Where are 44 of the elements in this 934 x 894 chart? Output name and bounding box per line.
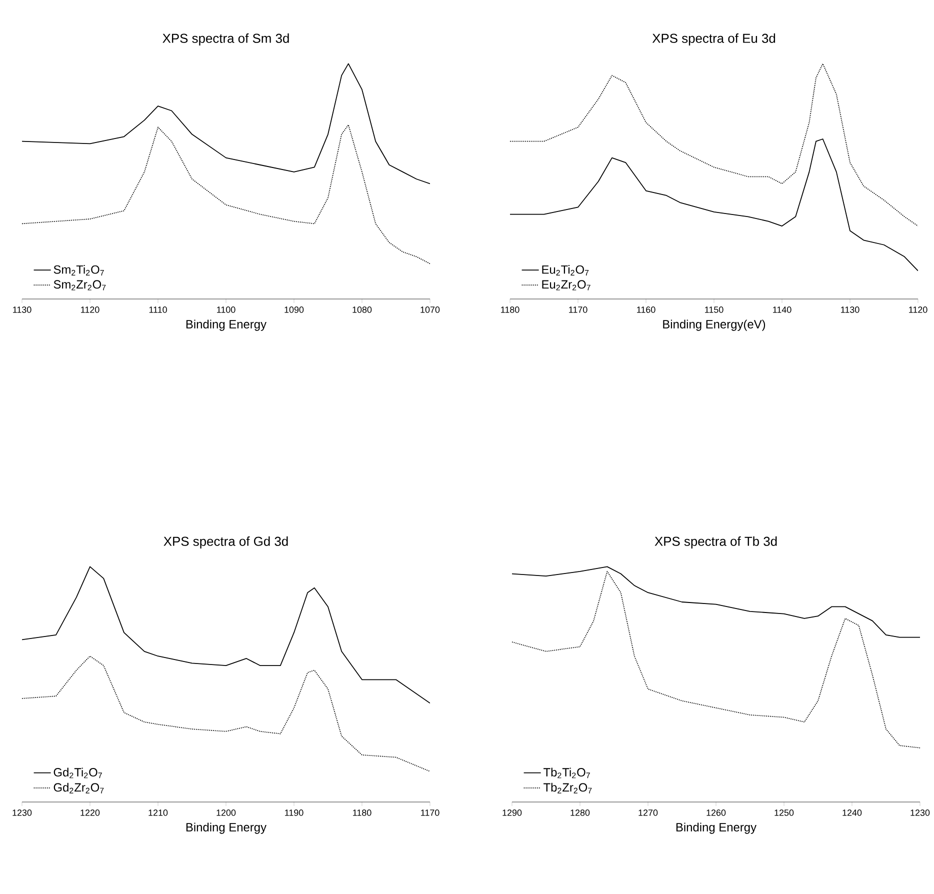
x-tick-label: 1170 xyxy=(421,810,440,816)
x-axis-title: Binding Energy xyxy=(676,822,756,834)
chart-title: XPS spectra of Eu 3d xyxy=(652,33,776,46)
x-tick-label: 1240 xyxy=(842,810,862,816)
x-tick-label: 1110 xyxy=(149,306,167,313)
legend-label: Eu$_{2}$Zr$_{2}$O$_{7}$ xyxy=(542,280,590,290)
x-tick-label: 1220 xyxy=(80,810,100,816)
x-tick-label: 1260 xyxy=(706,810,726,816)
x-tick-label: 1210 xyxy=(148,810,168,816)
chart-title: XPS spectra of Tb 3d xyxy=(654,536,777,548)
x-axis-title: Binding Energy xyxy=(186,822,266,834)
legend-label: Sm$_{2}$Ti$_{2}$O$_{7}$ xyxy=(54,265,104,276)
chart-title: XPS spectra of Sm 3d xyxy=(162,33,289,46)
x-tick-label: 1070 xyxy=(420,306,440,313)
legend-label: Tb$_{2}$Zr$_{2}$O$_{7}$ xyxy=(544,782,592,794)
x-axis-title: Binding Energy xyxy=(186,320,266,331)
x-tick-label: 1200 xyxy=(216,810,236,816)
x-tick-label: 1230 xyxy=(910,810,930,816)
x-axis-title: Binding Energy(eV) xyxy=(663,320,766,331)
legend-label: Gd$_{2}$Zr$_{2}$O$_{7}$ xyxy=(54,782,104,794)
x-tick-label: 1230 xyxy=(12,810,32,816)
x-tick-label: 1100 xyxy=(217,306,236,313)
chart-title: XPS spectra of Gd 3d xyxy=(164,536,288,548)
x-tick-label: 1150 xyxy=(705,306,724,313)
x-tick-label: 1130 xyxy=(13,306,32,313)
x-tick-label: 1160 xyxy=(637,306,656,313)
x-tick-label: 1130 xyxy=(841,306,860,313)
x-tick-label: 1190 xyxy=(285,810,304,816)
x-tick-label: 1250 xyxy=(774,810,794,816)
x-tick-label: 1180 xyxy=(353,810,372,816)
x-tick-label: 1120 xyxy=(81,306,100,313)
x-tick-label: 1290 xyxy=(502,810,522,816)
x-tick-label: 1180 xyxy=(501,306,520,313)
legend-label: Tb$_{2}$Ti$_{2}$O$_{7}$ xyxy=(544,768,590,778)
x-tick-label: 1270 xyxy=(638,810,658,816)
legend-label: Sm$_{2}$Zr$_{2}$O$_{7}$ xyxy=(54,280,106,290)
legend-label: Gd$_{2}$Ti$_{2}$O$_{7}$ xyxy=(54,768,102,778)
x-tick-label: 1280 xyxy=(570,810,590,816)
x-tick-label: 1140 xyxy=(773,306,792,313)
x-tick-label: 1170 xyxy=(569,306,588,313)
x-tick-label: 1080 xyxy=(352,306,372,313)
x-tick-label: 1090 xyxy=(284,306,304,313)
legend-label: Eu$_{2}$Ti$_{2}$O$_{7}$ xyxy=(542,265,589,276)
x-tick-label: 1120 xyxy=(909,306,928,313)
